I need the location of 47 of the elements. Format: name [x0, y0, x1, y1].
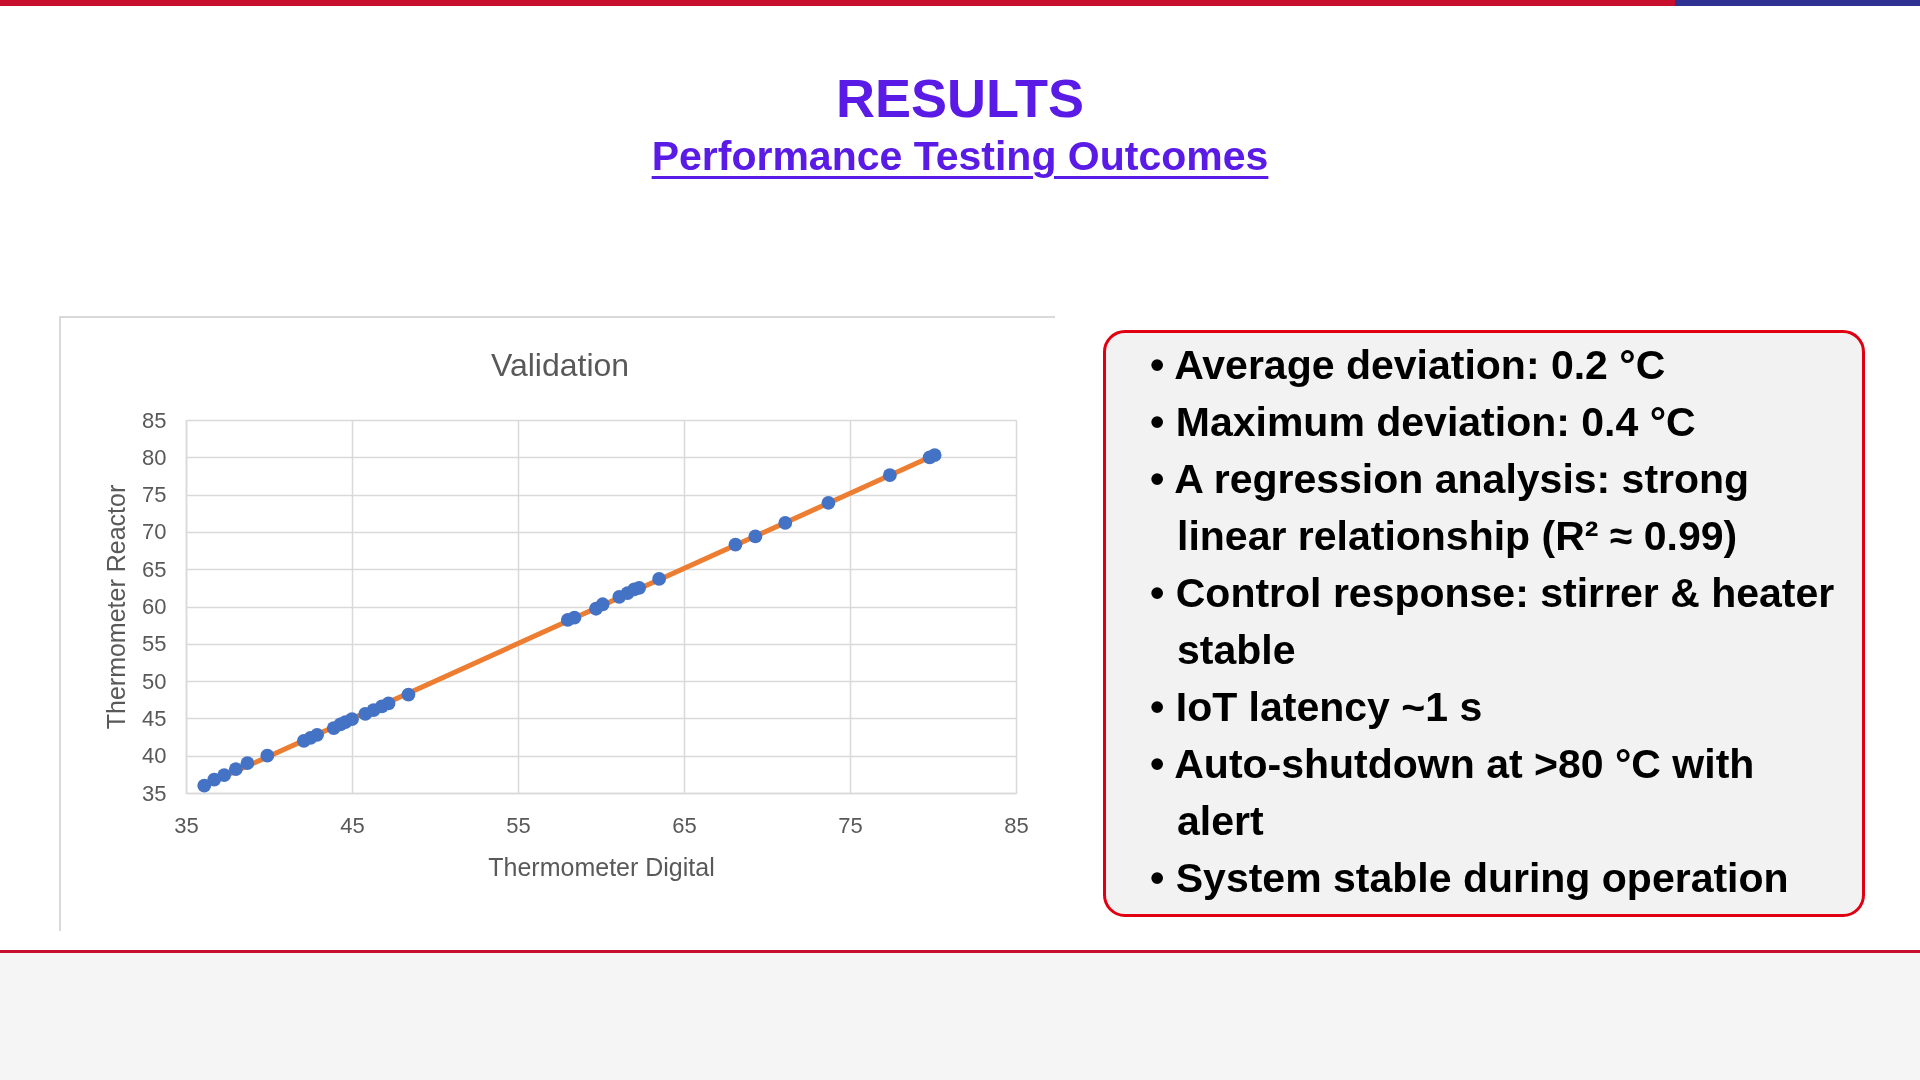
y-tick-label: 45	[142, 705, 167, 731]
y-tick-label: 35	[142, 780, 167, 806]
text: • Auto-shutdown at >80 °C with alert	[1150, 740, 1756, 846]
x-tick-label: 85	[1004, 812, 1029, 838]
point	[240, 756, 255, 771]
text: • System stable during operation	[1150, 854, 1790, 903]
point	[882, 468, 897, 483]
point	[567, 610, 582, 625]
text: RESULTS	[835, 67, 1085, 130]
point	[401, 687, 416, 702]
point	[728, 537, 743, 552]
point	[927, 448, 942, 462]
text: • Control response: stirrer & heater stable	[1150, 569, 1836, 675]
text: • A regression analysis: strong linear relationship (R² ≈ 0.99)	[1150, 455, 1751, 561]
point	[595, 597, 610, 612]
y-tick-label: 80	[142, 444, 167, 470]
point	[778, 516, 793, 530]
x-axis-title: Thermometer Digital	[488, 852, 715, 881]
point	[381, 696, 396, 711]
y-tick-label: 75	[142, 482, 167, 508]
text: • IoT latency ~1 s	[1150, 683, 1484, 732]
point	[260, 748, 275, 763]
x-tick-label: 75	[838, 812, 863, 838]
chart-title: Validation	[490, 347, 630, 383]
text: • Maximum deviation: 0.4 °C	[1150, 398, 1697, 447]
text: • Average deviation: 0.2 °C	[1150, 341, 1667, 390]
x-tick-label: 65	[672, 812, 697, 838]
y-tick-label: 70	[142, 519, 167, 545]
point	[821, 495, 836, 510]
y-tick-label: 85	[142, 407, 167, 433]
x-tick-label: 45	[340, 812, 365, 838]
y-tick-label: 40	[142, 743, 167, 769]
point	[632, 580, 647, 595]
point	[217, 768, 232, 782]
y-tick-label: 55	[142, 631, 167, 657]
x-tick-label: 55	[506, 812, 531, 838]
y-tick-label: 60	[142, 594, 167, 619]
point	[228, 762, 243, 777]
point	[748, 529, 763, 544]
y-tick-label: 50	[142, 668, 167, 694]
point	[345, 712, 359, 727]
y-tick-label: 65	[142, 556, 167, 582]
x-tick-label: 35	[174, 812, 199, 838]
point	[310, 727, 325, 742]
text: Performance Testing Outcomes	[651, 133, 1269, 179]
point	[652, 572, 666, 586]
y-axis-title: Thermometer Reactor	[102, 484, 131, 730]
